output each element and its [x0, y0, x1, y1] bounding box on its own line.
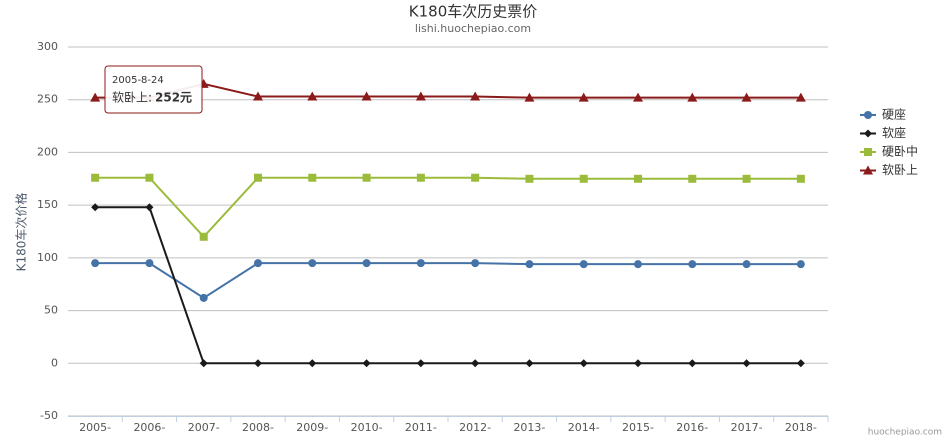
point: [254, 173, 262, 182]
point: [416, 173, 425, 182]
point: [416, 259, 425, 268]
tooltip-value: 252元: [155, 91, 192, 105]
point: [362, 259, 371, 268]
point: [741, 92, 752, 102]
x-tick-label: 2017-: [731, 421, 763, 434]
point: [254, 359, 262, 368]
point: [91, 203, 100, 212]
point: [688, 174, 697, 183]
point: [362, 173, 371, 182]
point: [199, 359, 208, 368]
point: [579, 174, 588, 183]
y-tick-label: 50: [44, 304, 58, 317]
y-tick-label: 200: [37, 145, 58, 158]
chart-subtitle: lishi.huochepiao.com: [415, 22, 531, 35]
point: [634, 260, 642, 269]
point: [687, 92, 698, 102]
x-tick-label: 2009-: [296, 421, 328, 434]
point: [742, 174, 751, 183]
point: [307, 91, 318, 101]
point: [795, 92, 806, 102]
y-tick-label: 0: [51, 356, 58, 369]
point: [199, 232, 208, 241]
point: [90, 92, 101, 102]
chart-title: K180车次历史票价: [409, 3, 537, 21]
point: [864, 148, 872, 156]
tooltip-label: 软卧上:: [112, 91, 152, 105]
series-line: [95, 82, 801, 99]
x-tick-label: 2013-: [513, 421, 545, 434]
point: [145, 173, 154, 182]
point: [91, 173, 100, 182]
point: [524, 92, 535, 102]
legend-label: 软卧上: [882, 163, 918, 177]
point: [796, 260, 805, 269]
x-tick-label: 2008-: [242, 421, 274, 434]
point: [308, 359, 317, 368]
y-tick-label: 300: [37, 40, 58, 53]
point: [864, 111, 872, 119]
x-tick-label: 2005-: [79, 421, 111, 434]
x-tick-label: 2010-: [351, 421, 383, 434]
point: [361, 91, 372, 101]
point: [471, 173, 480, 182]
y-tick-label: -50: [40, 409, 58, 422]
point: [308, 259, 317, 268]
point: [742, 359, 751, 368]
point: [634, 359, 642, 368]
y-tick-label: 250: [37, 93, 58, 106]
x-tick-label: 2016-: [676, 421, 708, 434]
point: [145, 259, 154, 268]
point: [633, 92, 643, 102]
point: [742, 260, 751, 269]
legend-label: 硬卧中: [882, 144, 918, 159]
watermark: huochepiao.com: [868, 428, 942, 436]
point: [579, 359, 588, 368]
tooltip-title: 2005-8-24: [112, 75, 164, 86]
point: [415, 91, 426, 101]
tooltip-box: [104, 65, 203, 114]
point: [688, 260, 697, 269]
x-tick-label: 2006-: [133, 421, 165, 434]
series-line: [95, 176, 801, 239]
point: [863, 165, 873, 175]
point: [471, 259, 480, 268]
point: [470, 91, 481, 101]
series-line: [95, 262, 801, 300]
legend-label: 软座: [882, 125, 906, 140]
point: [471, 359, 480, 368]
point: [578, 92, 589, 102]
point: [525, 359, 534, 368]
point: [796, 174, 805, 183]
legend-label: 硬座: [882, 107, 906, 122]
point: [688, 359, 697, 368]
y-tick-label: 150: [37, 198, 58, 211]
point: [199, 293, 208, 302]
point: [579, 260, 588, 269]
x-tick-label: 2014-: [568, 421, 600, 434]
point: [634, 174, 642, 183]
point: [253, 91, 263, 101]
point: [864, 129, 872, 138]
point: [91, 259, 100, 268]
point: [362, 359, 371, 368]
series-line: [95, 206, 801, 365]
x-tick-label: 2012-: [459, 421, 491, 434]
point: [525, 174, 534, 183]
x-tick-label: 2011-: [405, 421, 437, 434]
tooltip: 2005-8-24 软卧上: 252元: [104, 65, 203, 114]
point: [254, 259, 262, 268]
point: [145, 203, 154, 212]
point: [416, 359, 425, 368]
x-tick-label: 2015-: [622, 421, 654, 434]
point: [308, 173, 317, 182]
x-tick-label: 2007-: [188, 421, 220, 434]
x-tick-label: 2018-: [785, 421, 817, 434]
point: [525, 260, 534, 269]
y-axis-title: K180车次价格: [14, 193, 29, 272]
point: [796, 359, 805, 368]
y-tick-label: 100: [37, 251, 58, 264]
